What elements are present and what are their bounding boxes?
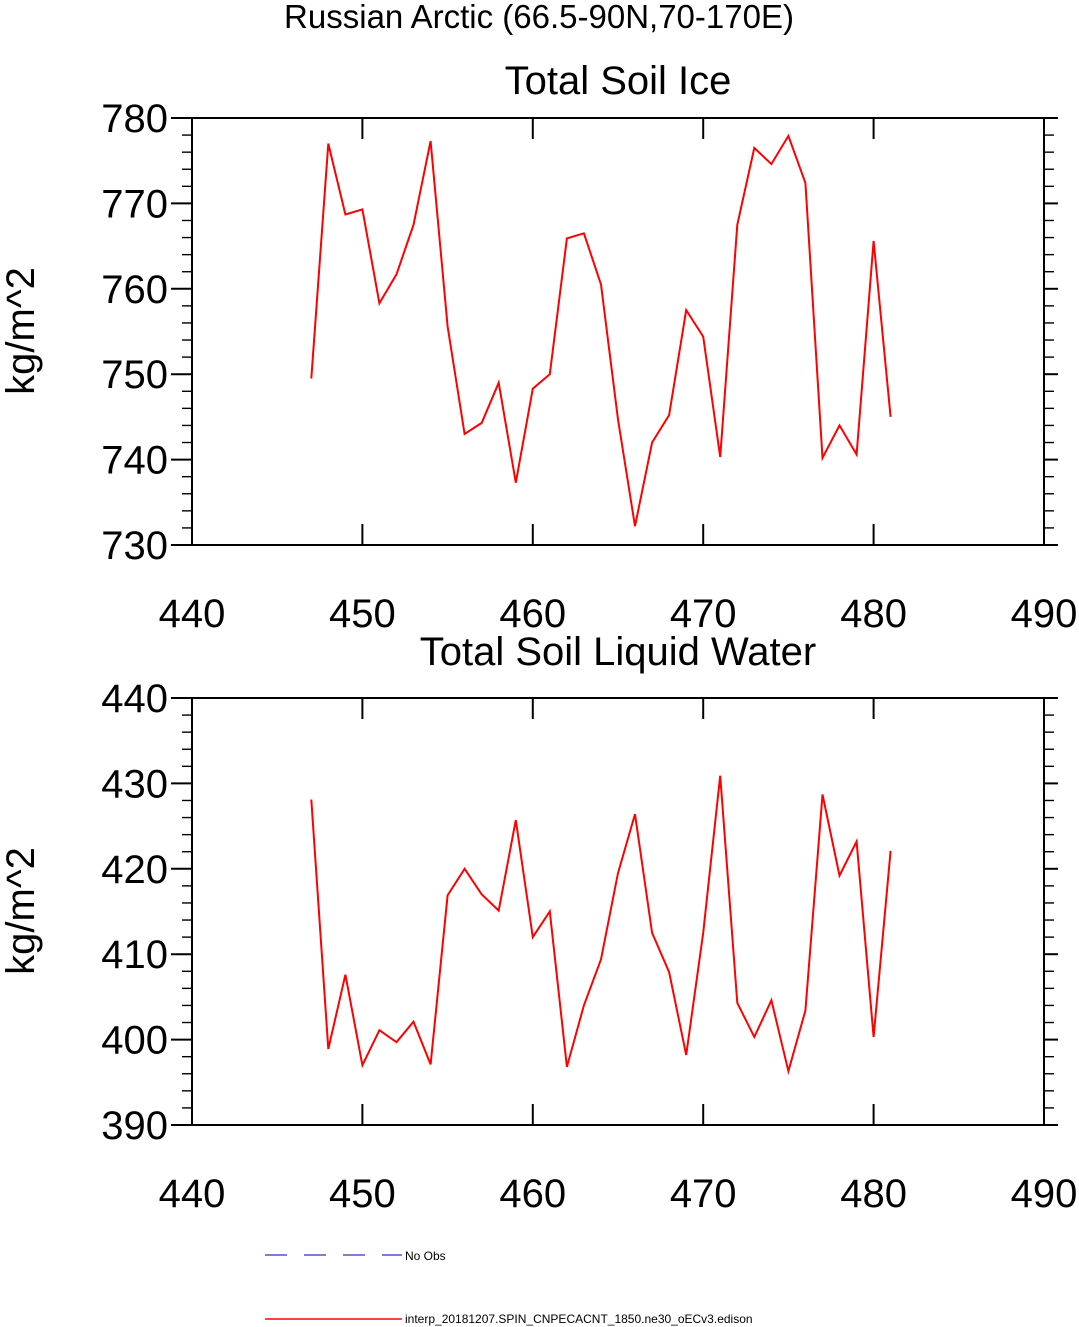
x-tick-label: 440	[159, 592, 226, 636]
axis-ticks	[171, 117, 1058, 546]
x-tick-label: 490	[1011, 1172, 1078, 1216]
panel-total-soil-ice: Total Soil Ice kg/m^2 440 450 460 470 480 490…	[0, 59, 1077, 636]
series-group	[310, 133, 892, 527]
panel-total-soil-liquid-water: Total Soil Liquid Water kg/m^2 440 450 460…	[0, 630, 1077, 1216]
y-tick-label: 430	[101, 762, 168, 806]
y-tick-label: 770	[101, 182, 168, 226]
y-tick-label: 740	[101, 439, 168, 483]
x-tick-label: 440	[159, 1172, 226, 1216]
y-tick-label: 440	[101, 677, 168, 721]
y-tick-label: 760	[101, 268, 168, 312]
y-tick-label: 780	[101, 97, 168, 141]
x-tick-label: 450	[329, 1172, 396, 1216]
x-tick-label: 470	[670, 1172, 737, 1216]
x-tick-label: 460	[499, 1172, 566, 1216]
y-tick-label: 390	[101, 1104, 168, 1148]
y-tick-label: 410	[101, 933, 168, 977]
series-line	[310, 775, 892, 1076]
series-group	[310, 775, 892, 1076]
x-tick-label: 490	[1011, 592, 1078, 636]
axis-ticks	[171, 697, 1058, 1126]
y-tick-label: 420	[101, 848, 168, 892]
x-tick-label: 480	[840, 592, 907, 636]
legend-label-no-obs: No Obs	[405, 1249, 446, 1263]
series-line	[310, 133, 892, 527]
figure-suptitle: Russian Arctic (66.5-90N,70-170E)	[284, 0, 794, 35]
y-axis-label: kg/m^2	[0, 267, 43, 395]
x-tick-label: 450	[329, 592, 396, 636]
plot-frame	[191, 697, 1045, 1126]
tick-labels: 440 450 460 470 480 490 730 740 750 760 770 780	[101, 97, 1077, 636]
plot-frame	[191, 117, 1045, 546]
legend: No Obs interp_20181207.SPIN_CNPECACNT_18…	[265, 1249, 753, 1326]
y-axis-label: kg/m^2	[0, 847, 43, 975]
x-tick-label: 480	[840, 1172, 907, 1216]
y-tick-label: 750	[101, 353, 168, 397]
tick-labels: 440 450 460 470 480 490 390 400 410 420 430 440	[101, 677, 1077, 1216]
panel-title: Total Soil Liquid Water	[420, 630, 816, 674]
x-tick-label: 460	[499, 592, 566, 636]
y-tick-label: 730	[101, 524, 168, 568]
legend-label-model: interp_20181207.SPIN_CNPECACNT_1850.ne30…	[405, 1312, 753, 1326]
x-tick-label: 470	[670, 592, 737, 636]
panel-title: Total Soil Ice	[505, 59, 732, 103]
y-tick-label: 400	[101, 1019, 168, 1063]
